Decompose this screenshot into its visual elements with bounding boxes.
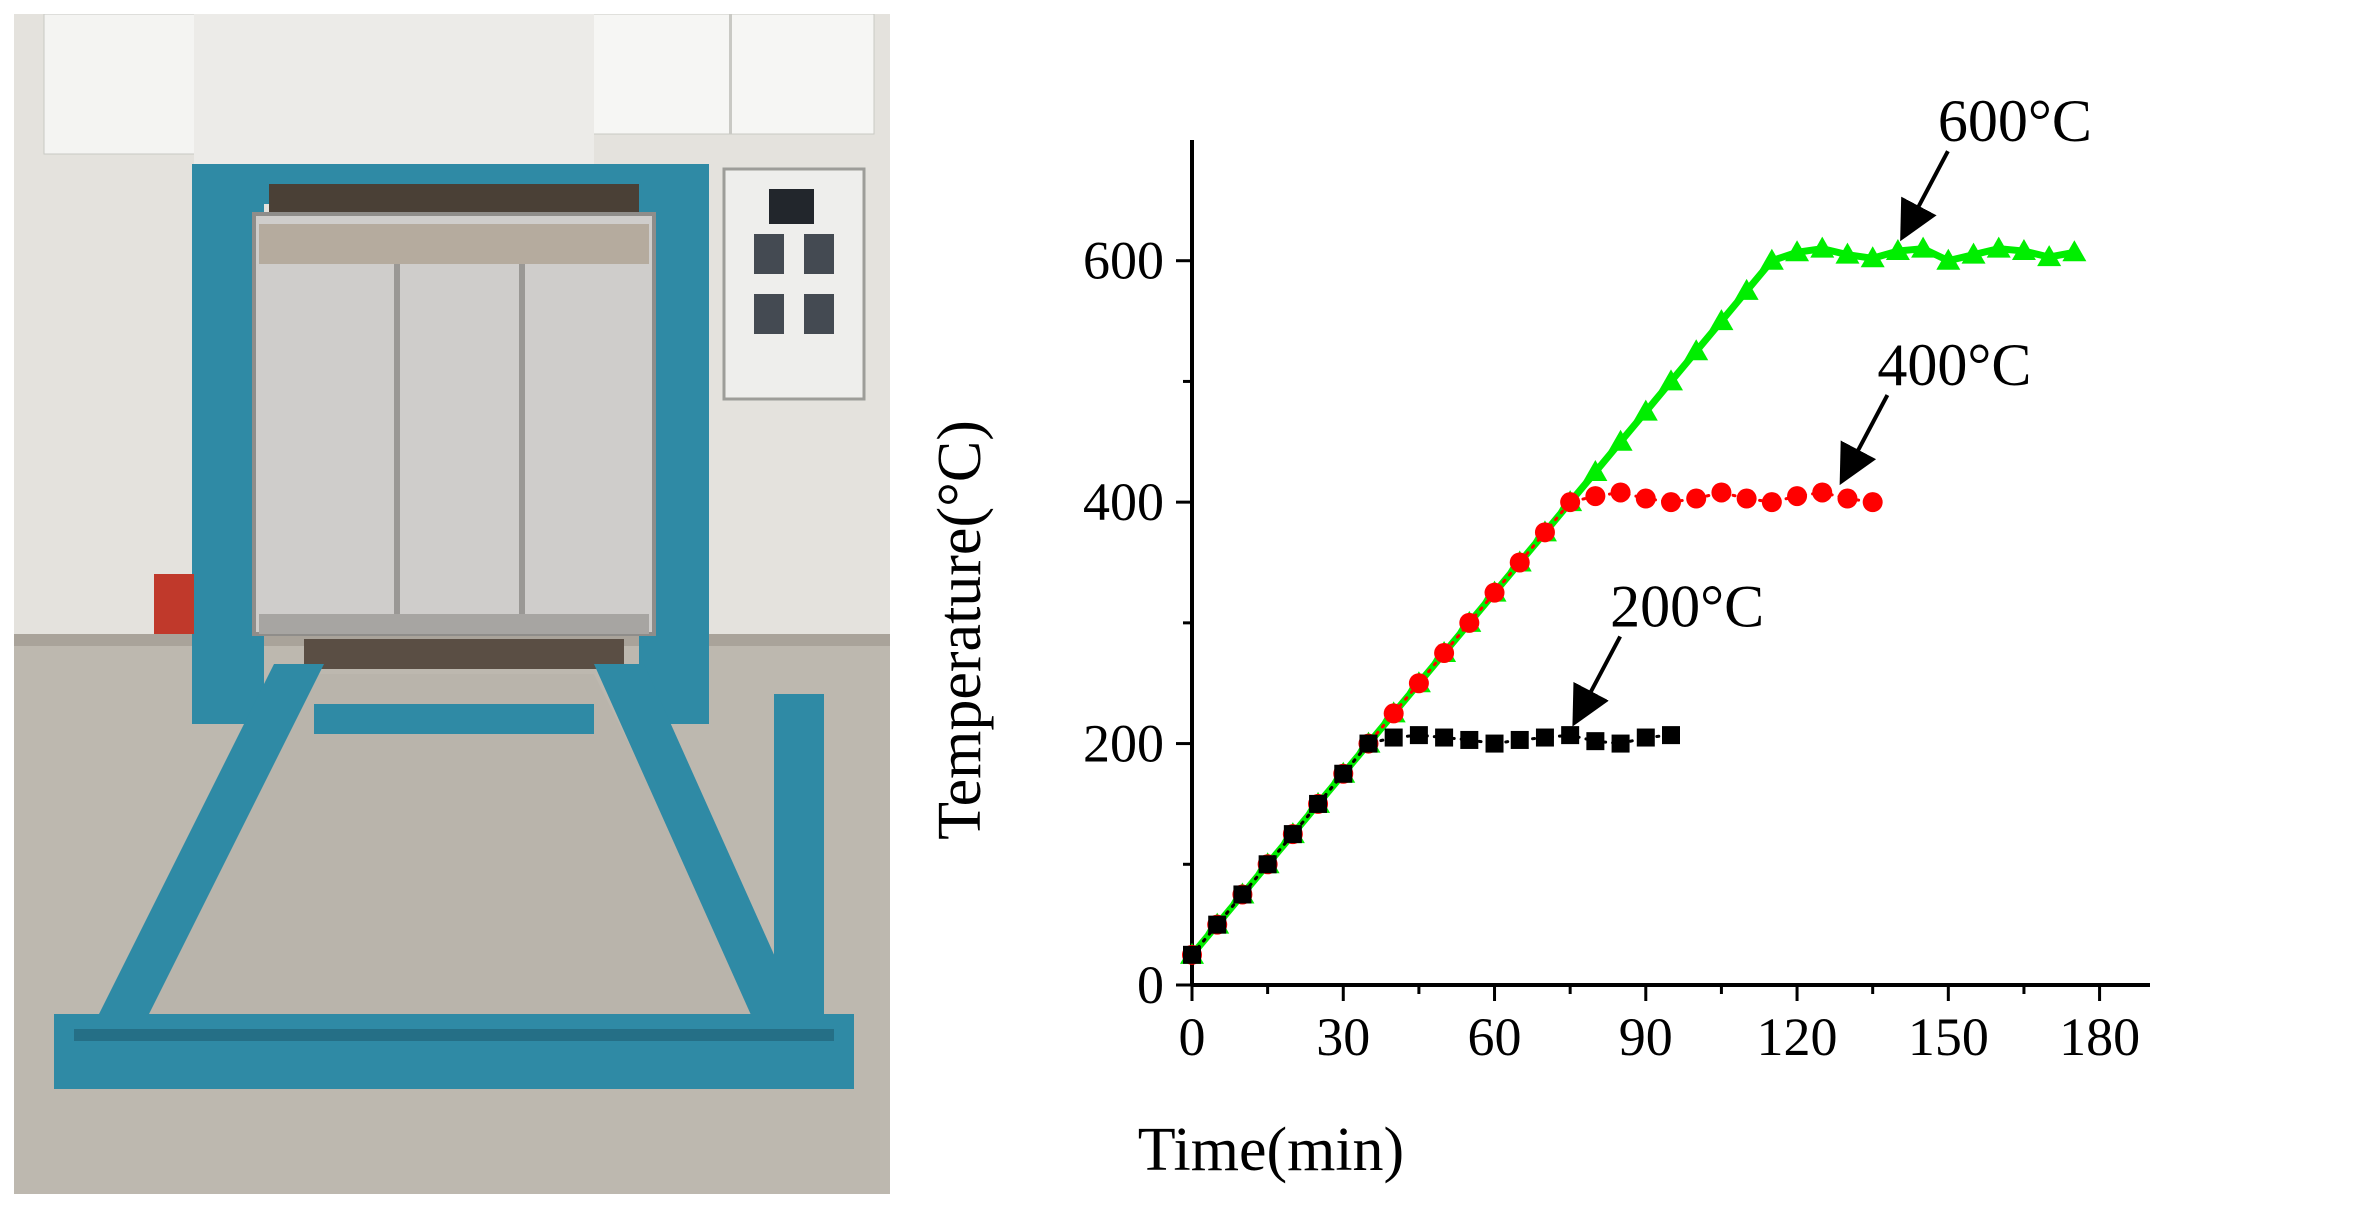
x-tick-label: 150 xyxy=(1908,1007,1989,1067)
data-point xyxy=(1684,339,1709,361)
data-point xyxy=(1860,246,1885,268)
data-point xyxy=(1862,492,1883,513)
y-tick-label: 400 xyxy=(1083,472,1164,532)
axes: 0 30 60 90 120 150 180 0 200 400 600 xyxy=(1083,140,2150,1067)
data-point xyxy=(1408,673,1429,694)
series-line xyxy=(1190,733,1673,957)
annotation-label: 200°C xyxy=(1610,574,1764,640)
data-point xyxy=(1485,734,1504,753)
data-point xyxy=(1509,552,1530,573)
data-point xyxy=(1384,728,1403,747)
data-point xyxy=(1759,248,1784,270)
series-400C xyxy=(1182,482,1883,965)
data-point xyxy=(1659,369,1683,391)
x-tick-label: 120 xyxy=(1757,1007,1838,1067)
x-axis-label: Time(min) xyxy=(1138,1116,1404,1184)
data-point xyxy=(1283,825,1302,844)
data-point xyxy=(1383,703,1404,724)
data-point xyxy=(1885,239,1910,261)
data-point xyxy=(1633,399,1658,421)
data-point xyxy=(1636,728,1655,747)
data-point xyxy=(1309,794,1328,813)
data-point xyxy=(1986,236,2011,258)
data-point xyxy=(1686,488,1707,509)
data-point xyxy=(1586,732,1605,751)
annotation-arrow xyxy=(1900,150,1950,242)
annotation-arrow xyxy=(1572,635,1622,727)
data-point xyxy=(1460,730,1479,749)
data-point xyxy=(1837,488,1858,509)
data-point xyxy=(1936,248,1961,270)
data-point xyxy=(1459,612,1480,633)
data-point xyxy=(1233,885,1252,904)
data-point xyxy=(1961,242,1986,264)
data-point xyxy=(1734,278,1759,300)
data-point xyxy=(2037,245,2062,267)
furnace-illustration xyxy=(14,14,890,1194)
data-point xyxy=(1434,643,1455,664)
temperature-chart: 0 30 60 90 120 150 180 0 200 400 600 600°C 400°C 200… xyxy=(920,0,2363,1209)
data-point xyxy=(1610,482,1631,503)
y-tick-label: 0 xyxy=(1137,955,1164,1015)
data-point xyxy=(1709,309,1734,331)
series-layer xyxy=(1180,236,2087,965)
data-point xyxy=(1183,945,1201,964)
data-point xyxy=(1635,488,1656,509)
data-point xyxy=(1812,482,1833,503)
x-tick-label: 0 xyxy=(1179,1007,1206,1067)
data-point xyxy=(1535,728,1554,747)
furnace-photo xyxy=(14,14,890,1194)
annotation-label: 600°C xyxy=(1938,88,2092,154)
data-point xyxy=(1484,582,1505,603)
data-point xyxy=(1711,482,1732,503)
data-point xyxy=(1585,486,1606,507)
chart-svg: 0 30 60 90 120 150 180 0 200 400 600 600°C 400°C 200… xyxy=(926,88,2150,1184)
data-point xyxy=(1561,726,1580,745)
data-point xyxy=(1510,730,1529,749)
data-point xyxy=(1911,236,1936,258)
data-point xyxy=(1334,764,1353,783)
data-point xyxy=(1785,240,1810,262)
x-tick-label: 90 xyxy=(1619,1007,1673,1067)
x-tick-label: 60 xyxy=(1468,1007,1522,1067)
data-point xyxy=(2062,240,2087,262)
data-point xyxy=(1736,488,1757,509)
data-point xyxy=(1359,734,1378,753)
data-point xyxy=(1661,492,1681,513)
data-point xyxy=(1208,915,1227,934)
data-point xyxy=(1583,459,1608,481)
data-point xyxy=(2011,239,2036,261)
x-tick-label: 30 xyxy=(1316,1007,1370,1067)
data-point xyxy=(1662,726,1680,745)
annotation-arrow xyxy=(1839,394,1890,486)
y-tick-label: 200 xyxy=(1083,714,1164,774)
series-200C xyxy=(1183,726,1680,964)
data-point xyxy=(1534,522,1555,543)
data-point xyxy=(1560,492,1581,513)
data-point xyxy=(1409,726,1428,745)
data-point xyxy=(1787,486,1808,507)
data-point xyxy=(1608,429,1633,451)
data-point xyxy=(1810,236,1835,258)
data-point xyxy=(1761,492,1782,513)
data-point xyxy=(1611,734,1630,753)
y-axis-label: Temperature(°C) xyxy=(926,420,994,840)
data-point xyxy=(1258,855,1277,874)
x-tick-label: 180 xyxy=(2059,1007,2140,1067)
y-tick-label: 600 xyxy=(1083,231,1164,291)
data-point xyxy=(1835,242,1860,264)
annotations: 600°C 400°C 200°C xyxy=(1572,88,2092,727)
data-point xyxy=(1435,728,1454,747)
series-line xyxy=(1190,490,1875,957)
annotation-label: 400°C xyxy=(1877,332,2031,398)
